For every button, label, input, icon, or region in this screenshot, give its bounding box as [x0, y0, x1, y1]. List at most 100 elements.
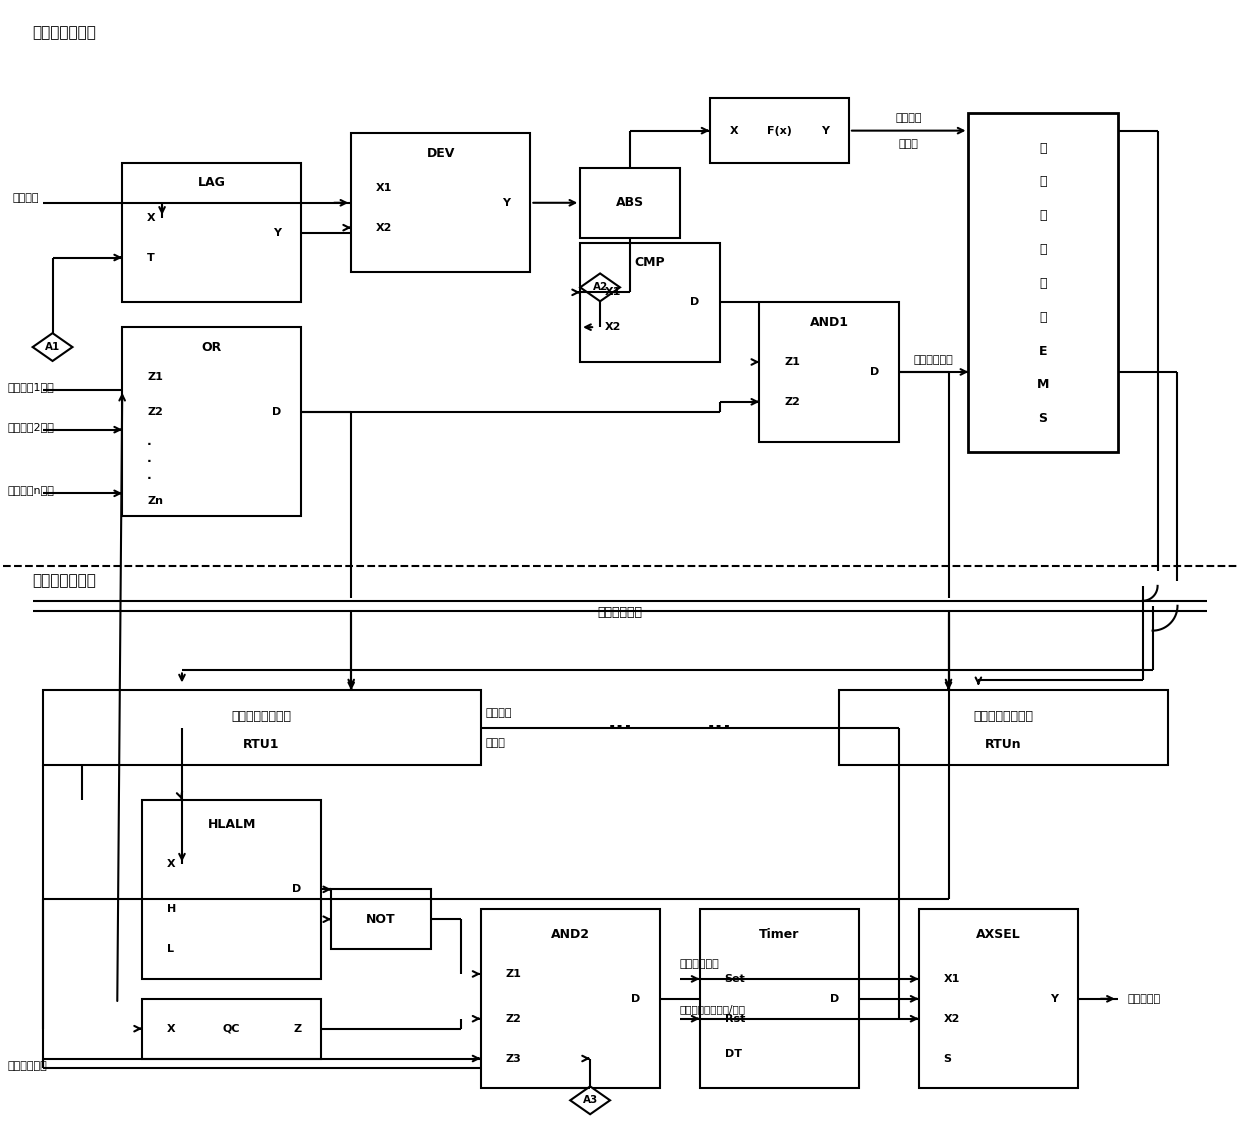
Text: 电网调度主站侧: 电网调度主站侧 [32, 25, 97, 40]
Text: ···: ··· [707, 719, 732, 738]
Polygon shape [32, 333, 72, 361]
Text: 应急快速调频投入/退出: 应急快速调频投入/退出 [680, 1003, 745, 1013]
Text: 偏差値: 偏差値 [899, 139, 919, 149]
Text: 量: 量 [1039, 175, 1047, 188]
Text: 直流功率: 直流功率 [12, 193, 40, 203]
Text: 光纤专线通道: 光纤专线通道 [598, 606, 642, 619]
Text: 偏差値: 偏差値 [486, 738, 506, 748]
Text: 应急频率: 应急频率 [895, 113, 923, 122]
Bar [709, 99, 849, 163]
Text: D: D [631, 994, 640, 1003]
Text: .: . [148, 435, 151, 448]
Text: DT: DT [724, 1048, 742, 1058]
Text: X: X [167, 1023, 176, 1034]
Text: .: . [148, 469, 151, 482]
Text: A3: A3 [583, 1095, 598, 1105]
Text: X2: X2 [605, 322, 621, 332]
Text: F(x): F(x) [766, 126, 791, 136]
Text: E: E [1039, 344, 1048, 358]
Text: Rst: Rst [724, 1013, 745, 1023]
Text: RTU1: RTU1 [243, 738, 280, 751]
Bar [919, 909, 1078, 1088]
Text: 直流应急调频: 直流应急调频 [7, 1062, 47, 1072]
Text: 直流线路2故障: 直流线路2故障 [7, 421, 55, 432]
Bar [759, 303, 899, 442]
Text: AXSEL: AXSEL [976, 928, 1021, 941]
Text: AND1: AND1 [810, 316, 848, 328]
Text: A2: A2 [593, 282, 608, 293]
Text: Z: Z [294, 1023, 301, 1034]
Text: L: L [167, 944, 174, 954]
Text: Zn: Zn [148, 497, 164, 507]
Text: 直流应急调频: 直流应急调频 [914, 355, 954, 365]
Text: Z1: Z1 [784, 356, 800, 367]
Text: D: D [293, 884, 301, 895]
Text: X1: X1 [376, 183, 393, 193]
Text: Y: Y [274, 228, 281, 238]
Bar [42, 691, 481, 765]
Text: ···: ··· [608, 719, 632, 738]
Bar [143, 999, 321, 1058]
Text: Set: Set [724, 974, 745, 984]
Text: Timer: Timer [759, 928, 800, 941]
Bar [580, 242, 719, 362]
Text: OR: OR [202, 341, 222, 353]
Text: 直流线路1故障: 直流线路1故障 [7, 382, 55, 392]
Text: X: X [148, 213, 156, 223]
Text: 电源机组子站侧: 电源机组子站侧 [32, 574, 97, 589]
Text: 频率偏差値: 频率偏差値 [1127, 994, 1161, 1003]
Text: Y: Y [502, 197, 511, 207]
Text: 原频率偏差値: 原频率偏差値 [680, 958, 719, 969]
Text: 统: 统 [1039, 311, 1047, 324]
Text: 直流线路n故障: 直流线路n故障 [7, 487, 55, 497]
Bar [351, 133, 531, 272]
Text: Z2: Z2 [506, 1013, 521, 1023]
Text: D: D [869, 367, 879, 377]
Text: 能: 能 [1039, 141, 1047, 155]
Bar [968, 113, 1117, 452]
Text: X: X [167, 860, 176, 870]
Text: Z1: Z1 [506, 969, 521, 979]
Text: LAG: LAG [198, 176, 226, 189]
Text: D: D [273, 407, 281, 417]
Text: .: . [148, 452, 151, 465]
Text: 机组远程测控终端: 机组远程测控终端 [232, 710, 291, 723]
Text: S: S [1039, 413, 1048, 425]
Text: Y: Y [1050, 994, 1058, 1003]
Text: H: H [167, 905, 176, 915]
Text: HLALM: HLALM [207, 818, 255, 831]
Bar [123, 327, 301, 517]
Text: Z1: Z1 [148, 372, 162, 382]
Text: 机组远程测控终端: 机组远程测控终端 [973, 710, 1033, 723]
Bar [123, 163, 301, 303]
Polygon shape [570, 1086, 610, 1114]
Text: Z3: Z3 [506, 1054, 521, 1064]
Text: X1: X1 [605, 287, 621, 297]
Text: T: T [148, 252, 155, 262]
Text: X2: X2 [376, 223, 393, 233]
Text: 应急频率: 应急频率 [486, 707, 512, 717]
Bar [839, 691, 1168, 765]
Text: Y: Y [821, 126, 830, 136]
Polygon shape [580, 274, 620, 302]
Text: X: X [729, 126, 738, 136]
Text: QC: QC [223, 1023, 241, 1034]
Text: D: D [830, 994, 839, 1003]
Text: 理: 理 [1039, 243, 1047, 256]
Text: X1: X1 [944, 974, 960, 984]
Text: CMP: CMP [635, 256, 665, 269]
Text: X2: X2 [944, 1013, 960, 1023]
Text: NOT: NOT [366, 912, 396, 926]
Text: ABS: ABS [616, 196, 644, 210]
Text: DEV: DEV [427, 147, 455, 159]
Text: Z2: Z2 [148, 407, 162, 417]
Text: RTUn: RTUn [985, 738, 1022, 751]
Bar [699, 909, 859, 1088]
Bar [331, 889, 430, 949]
Bar [143, 799, 321, 979]
Text: AND2: AND2 [551, 928, 590, 941]
Text: 系: 系 [1039, 277, 1047, 290]
Bar [580, 168, 680, 238]
Text: D: D [691, 297, 699, 307]
Text: 管: 管 [1039, 210, 1047, 222]
